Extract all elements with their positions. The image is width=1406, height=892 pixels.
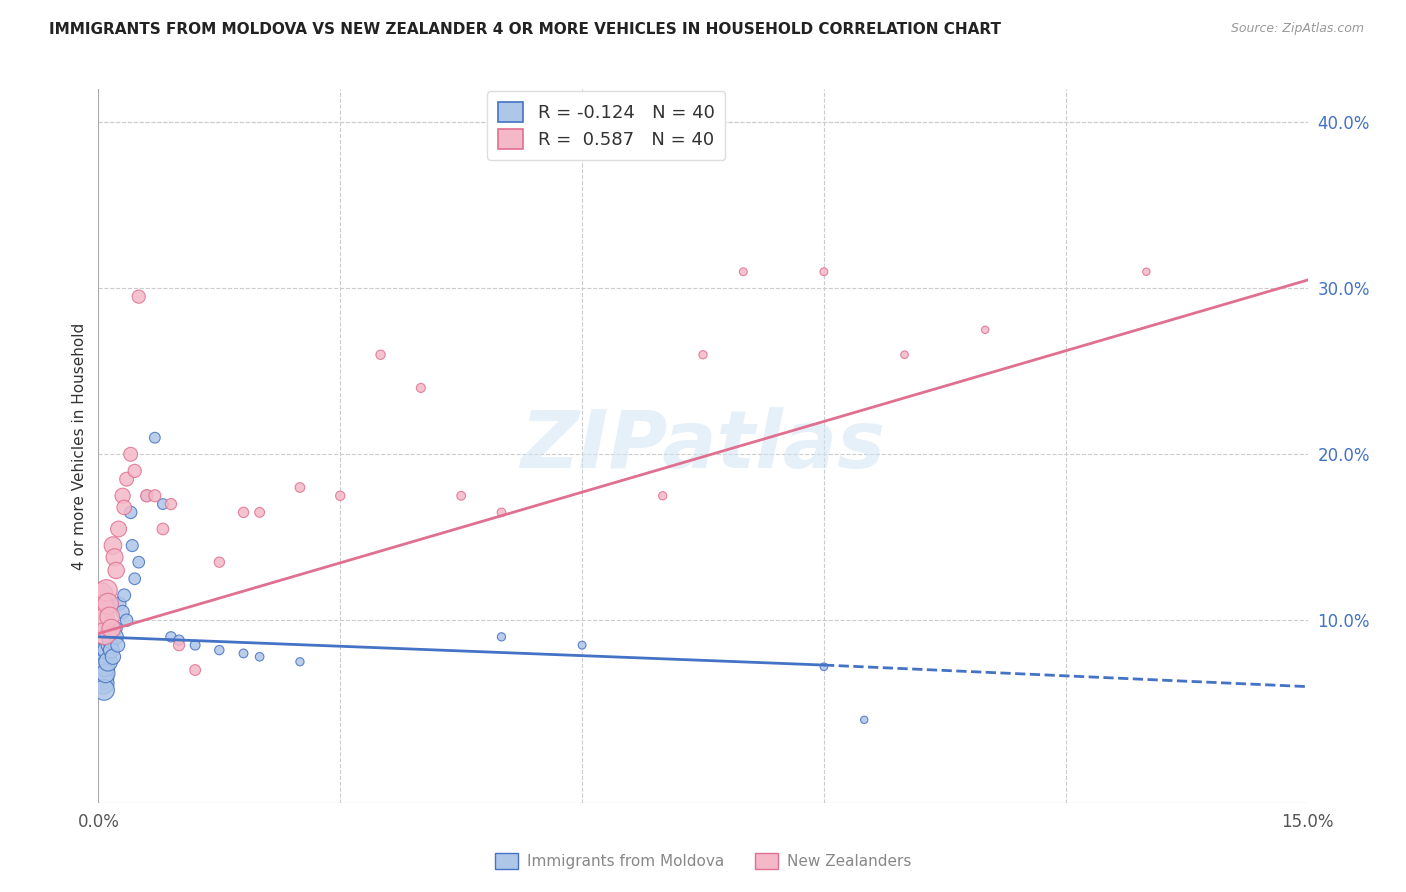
Point [184, 663, 207, 677]
Point [90, 599, 112, 614]
Point [105, 564, 128, 578]
Point [120, 447, 142, 461]
Point [491, 630, 513, 644]
Point [208, 555, 231, 569]
Point [94, 626, 117, 640]
Point [651, 489, 673, 503]
Point [288, 481, 311, 495]
Point [135, 489, 157, 503]
Point [90, 659, 112, 673]
Point [128, 555, 150, 569]
Point [94, 666, 117, 681]
Point [120, 505, 142, 519]
Point [124, 572, 146, 586]
Point [160, 630, 183, 644]
Point [100, 633, 122, 648]
Point [208, 643, 231, 657]
Point [692, 348, 714, 362]
Point [112, 588, 135, 602]
Point [111, 489, 134, 503]
Point [93, 682, 115, 697]
Point [103, 622, 125, 636]
Point [450, 489, 472, 503]
Point [813, 659, 835, 673]
Point [143, 431, 166, 445]
Point [111, 605, 134, 619]
Point [974, 323, 997, 337]
Point [232, 647, 254, 661]
Legend: R = -0.124   N = 40, R =  0.587   N = 40: R = -0.124 N = 40, R = 0.587 N = 40 [486, 91, 725, 160]
Text: ZIPatlas: ZIPatlas [520, 407, 886, 485]
Point [329, 489, 352, 503]
Point [288, 655, 311, 669]
Point [143, 489, 166, 503]
Point [101, 539, 124, 553]
Point [893, 348, 915, 362]
Point [107, 638, 129, 652]
Point [98, 610, 121, 624]
Point [733, 265, 755, 279]
Point [107, 522, 129, 536]
Point [97, 626, 120, 640]
Point [249, 649, 271, 664]
Point [94, 659, 117, 673]
Point [152, 522, 174, 536]
Point [96, 583, 118, 598]
Point [853, 713, 876, 727]
Point [97, 655, 120, 669]
Point [370, 348, 392, 362]
Point [115, 472, 138, 486]
Point [91, 671, 114, 685]
Point [115, 613, 138, 627]
Point [160, 497, 183, 511]
Point [491, 505, 513, 519]
Point [124, 464, 146, 478]
Point [152, 497, 174, 511]
Point [121, 539, 143, 553]
Y-axis label: 4 or more Vehicles in Household: 4 or more Vehicles in Household [72, 322, 87, 570]
Point [105, 630, 128, 644]
Point [89, 649, 111, 664]
Point [91, 613, 114, 627]
Point [91, 676, 114, 690]
Point [571, 638, 593, 652]
Text: IMMIGRANTS FROM MOLDOVA VS NEW ZEALANDER 4 OR MORE VEHICLES IN HOUSEHOLD CORRELA: IMMIGRANTS FROM MOLDOVA VS NEW ZEALANDER… [49, 22, 1001, 37]
Point [128, 290, 150, 304]
Point [90, 666, 112, 681]
Point [96, 643, 118, 657]
Point [108, 597, 131, 611]
Point [813, 265, 835, 279]
Point [167, 638, 190, 652]
Point [184, 638, 207, 652]
Point [135, 489, 157, 503]
Point [232, 505, 254, 519]
Point [100, 643, 122, 657]
Text: Source: ZipAtlas.com: Source: ZipAtlas.com [1230, 22, 1364, 36]
Legend: Immigrants from Moldova, New Zealanders: Immigrants from Moldova, New Zealanders [489, 847, 917, 875]
Point [98, 638, 121, 652]
Point [409, 381, 432, 395]
Point [112, 500, 135, 515]
Point [167, 633, 190, 648]
Point [97, 597, 120, 611]
Point [100, 622, 122, 636]
Point [101, 649, 124, 664]
Point [103, 550, 125, 565]
Point [249, 505, 271, 519]
Point [1135, 265, 1157, 279]
Point [89, 588, 111, 602]
